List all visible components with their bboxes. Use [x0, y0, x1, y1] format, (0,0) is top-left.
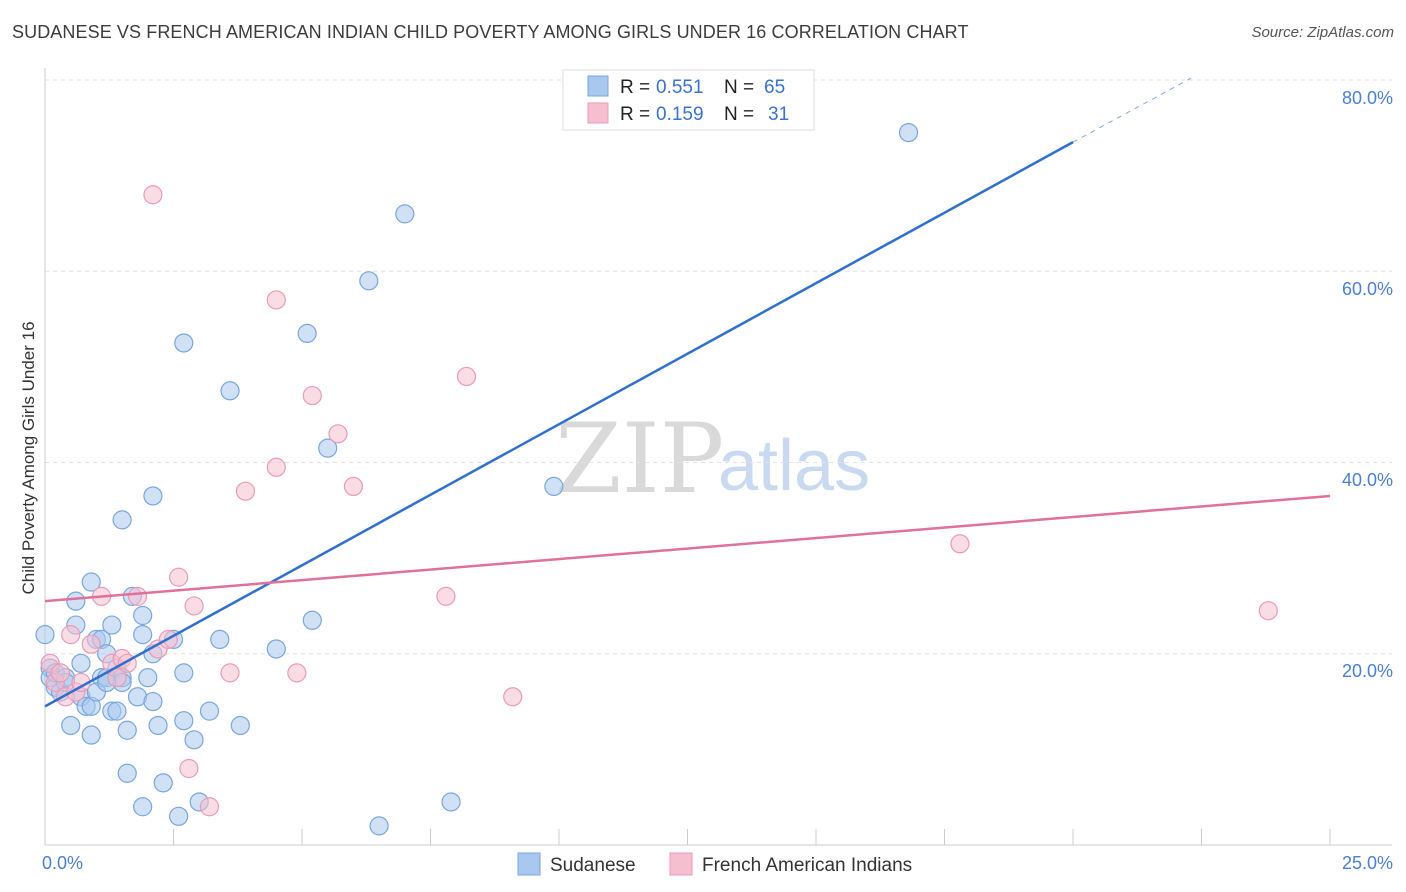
bottom-legend-swatch-sudanese	[517, 852, 541, 876]
sudanese-point	[117, 720, 137, 740]
sudanese-point	[318, 438, 338, 458]
sudanese-point	[107, 701, 127, 721]
trend-line-french	[44, 494, 1331, 603]
french-point	[343, 476, 363, 497]
legend-r-label-sudanese: R =	[620, 77, 655, 98]
sudanese-point	[138, 668, 158, 688]
legend-box: R = 0.551 N = 65 R = 0.159 N = 31	[562, 69, 815, 131]
sudanese-point	[143, 691, 163, 712]
sudanese-point	[184, 730, 204, 750]
sudanese-point	[220, 381, 240, 401]
legend-r-label-french: R =	[620, 104, 655, 125]
sudanese-point	[199, 701, 220, 721]
sudanese-point	[66, 591, 86, 611]
x-tick-label-max: 25.0%	[1342, 853, 1393, 873]
french-point	[328, 424, 348, 444]
french-point	[127, 586, 148, 606]
y-tick-label-60: 60.0%	[1342, 279, 1393, 299]
sudanese-point	[71, 653, 91, 673]
sudanese-point	[174, 711, 194, 731]
legend-swatch-french	[587, 102, 609, 124]
source-credit: Source: ZipAtlas.com	[1251, 24, 1394, 41]
trend-line-sudanese-extension	[1072, 77, 1192, 143]
french-point	[950, 534, 970, 554]
legend-r-value-sudanese: 0.551	[656, 77, 704, 98]
y-tick-label-20: 20.0%	[1342, 661, 1393, 681]
grid-lines	[45, 79, 1392, 655]
sudanese-point	[359, 271, 379, 291]
sudanese-point	[898, 122, 919, 143]
sudanese-point	[544, 476, 564, 497]
legend-n-value-sudanese: 65	[764, 77, 785, 98]
bottom-legend-swatch-french	[669, 852, 693, 876]
sudanese-point	[174, 333, 194, 353]
french-point	[1258, 601, 1278, 621]
french-point	[179, 758, 199, 779]
legend-r-value-french: 0.159	[656, 104, 704, 125]
french-point	[184, 596, 204, 616]
sudanese-point	[61, 715, 81, 736]
sudanese-point	[297, 323, 317, 344]
y-axis-label: Child Poverty Among Girls Under 16	[19, 321, 38, 594]
series-french	[40, 185, 1278, 817]
french-point	[287, 663, 307, 683]
legend-n-label-french: N =	[724, 104, 759, 125]
french-point	[143, 185, 163, 205]
sudanese-point	[117, 763, 137, 783]
sudanese-point	[35, 625, 55, 645]
trend-lines	[44, 77, 1331, 708]
sudanese-point	[441, 792, 461, 812]
french-point	[107, 668, 127, 688]
axes	[44, 68, 1392, 846]
sudanese-point	[174, 663, 194, 683]
sudanese-point	[210, 629, 230, 650]
french-point	[220, 663, 240, 683]
watermark-zip: ZIP	[555, 403, 724, 515]
french-point	[81, 634, 101, 654]
sudanese-point	[102, 615, 122, 635]
sudanese-point	[148, 715, 168, 736]
y-tick-label-40: 40.0%	[1342, 470, 1393, 490]
french-point	[436, 586, 456, 606]
french-point	[302, 385, 322, 406]
legend-n-value-french: 31	[768, 104, 789, 125]
y-tick-label-80: 80.0%	[1342, 88, 1393, 108]
sudanese-point	[169, 806, 189, 826]
french-point	[266, 290, 286, 310]
sudanese-point	[112, 510, 132, 530]
sudanese-point	[143, 486, 163, 506]
french-point	[50, 663, 71, 683]
french-point	[61, 625, 81, 645]
bottom-legend-label-french: French American Indians	[702, 855, 912, 876]
sudanese-point	[395, 204, 415, 224]
french-point	[235, 481, 256, 501]
bottom-legend: Sudanese French American Indians	[517, 852, 912, 876]
sudanese-point	[230, 715, 250, 736]
french-point	[503, 687, 523, 707]
sudanese-point	[133, 625, 153, 645]
x-tick-label-min: 0.0%	[42, 853, 83, 873]
sudanese-point	[81, 572, 101, 592]
sudanese-point	[133, 797, 153, 817]
watermark-atlas: atlas	[718, 426, 870, 506]
french-point	[266, 457, 286, 477]
trend-line-sudanese	[44, 141, 1074, 708]
sudanese-point	[302, 610, 322, 630]
sudanese-point	[133, 605, 153, 626]
french-point	[199, 797, 220, 817]
chart-title: SUDANESE VS FRENCH AMERICAN INDIAN CHILD…	[12, 22, 969, 42]
french-point	[456, 366, 477, 387]
sudanese-point	[153, 773, 173, 793]
french-point	[169, 567, 189, 587]
sudanese-point	[81, 725, 101, 745]
sudanese-point	[266, 639, 286, 659]
sudanese-point	[369, 816, 389, 836]
legend-n-label-sudanese: N =	[724, 77, 759, 98]
bottom-legend-label-sudanese: Sudanese	[550, 855, 636, 876]
legend-swatch-sudanese	[587, 75, 609, 97]
